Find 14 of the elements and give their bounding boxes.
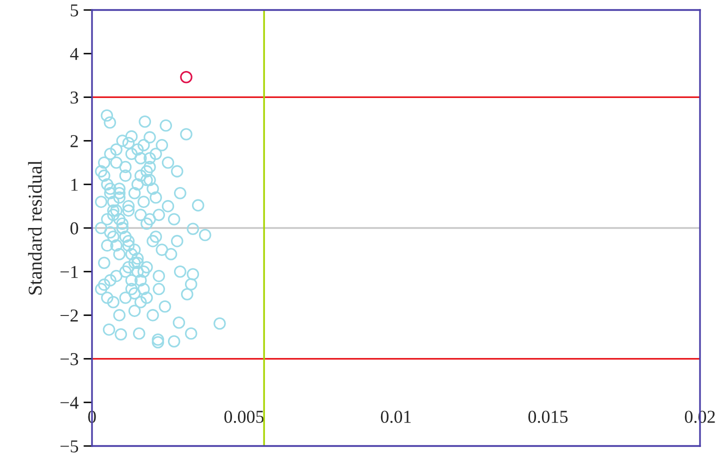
x-tick-label: 0.01 [380, 410, 411, 423]
y-tick-label: −1 [60, 266, 78, 278]
y-tick-label: 5 [70, 4, 78, 16]
y-tick-label: −5 [60, 440, 78, 452]
y-tick-label: −2 [60, 310, 78, 322]
y-tick-label: 4 [70, 48, 79, 60]
y-tick-label: 3 [70, 92, 78, 104]
y-tick-label: 1 [71, 178, 78, 191]
y-tick-label: −3 [60, 353, 78, 366]
y-tick-label: −4 [60, 396, 79, 409]
y-tick-label: 0 [70, 222, 78, 234]
y-tick-label: 2 [70, 135, 78, 148]
y-axis-title: Standard residual [28, 160, 42, 294]
x-tick-label: 0.015 [528, 410, 568, 423]
